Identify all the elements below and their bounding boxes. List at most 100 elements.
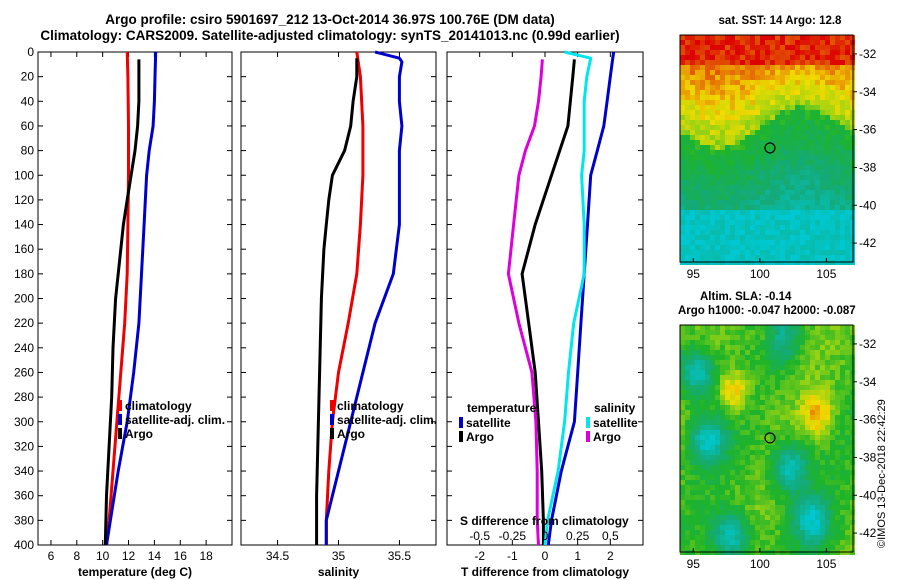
heatmap-cell [830, 180, 835, 185]
heatmap-cell [815, 215, 820, 220]
heatmap-cell [725, 180, 730, 185]
heatmap-cell [700, 435, 705, 440]
heatmap-cell [725, 215, 730, 220]
heatmap-cell [830, 40, 835, 45]
heatmap-cell [740, 220, 745, 225]
heatmap-cell [700, 540, 705, 545]
heatmap-cell [755, 125, 760, 130]
heatmap-cell [720, 115, 725, 120]
heatmap-cell [680, 250, 685, 255]
heatmap-cell [835, 75, 840, 80]
heatmap-cell [830, 250, 835, 255]
heatmap-cell [780, 525, 785, 530]
heatmap-cell [685, 455, 690, 460]
heatmap-cell [765, 250, 770, 255]
heatmap-cell [845, 360, 850, 365]
heatmap-cell [825, 115, 830, 120]
heatmap-cell [685, 200, 690, 205]
heatmap-cell [765, 330, 770, 335]
heatmap-cell [795, 110, 800, 115]
heatmap-cell [745, 425, 750, 430]
heatmap-cell [745, 455, 750, 460]
heatmap-cell [755, 45, 760, 50]
heatmap-cell [815, 230, 820, 235]
heatmap-cell [800, 515, 805, 520]
heatmap-cell [705, 470, 710, 475]
heatmap-cell [735, 475, 740, 480]
heatmap-cell [720, 80, 725, 85]
heatmap-cell [775, 325, 780, 330]
heatmap-cell [735, 195, 740, 200]
heatmap-cell [770, 400, 775, 405]
heatmap-cell [830, 540, 835, 545]
heatmap-cell [760, 110, 765, 115]
heatmap-cell [765, 105, 770, 110]
heatmap-cell [710, 85, 715, 90]
heatmap-cell [690, 35, 695, 40]
heatmap-cell [845, 545, 850, 550]
heatmap-cell [685, 110, 690, 115]
heatmap-cell [730, 155, 735, 160]
heatmap-cell [775, 80, 780, 85]
heatmap-cell [720, 335, 725, 340]
heatmap-cell [840, 355, 845, 360]
heatmap-cell [710, 510, 715, 515]
heatmap-cell [840, 200, 845, 205]
heatmap-cell [825, 90, 830, 95]
heatmap-cell [750, 505, 755, 510]
heatmap-cell [760, 200, 765, 205]
heatmap-cell [800, 535, 805, 540]
heatmap-cell [790, 445, 795, 450]
heatmap-cell [685, 545, 690, 550]
heatmap-cell [800, 150, 805, 155]
heatmap-cell [690, 100, 695, 105]
heatmap-cell [780, 205, 785, 210]
heatmap-cell [815, 205, 820, 210]
heatmap-cell [695, 355, 700, 360]
heatmap-cell [695, 485, 700, 490]
heatmap-cell [810, 380, 815, 385]
x-axis-label: temperature (deg C) [78, 565, 192, 579]
heatmap-cell [825, 515, 830, 520]
heatmap-cell [800, 35, 805, 40]
heatmap-cell [840, 495, 845, 500]
heatmap-cell [805, 35, 810, 40]
heatmap-cell [725, 405, 730, 410]
heatmap-cell [685, 35, 690, 40]
heatmap-cell [750, 175, 755, 180]
heatmap-cell [690, 435, 695, 440]
heatmap-cell [830, 385, 835, 390]
heatmap-cell [800, 395, 805, 400]
heatmap-cell [760, 140, 765, 145]
heatmap-cell [785, 115, 790, 120]
heatmap-cell [825, 55, 830, 60]
heatmap-cell [745, 170, 750, 175]
heatmap-cell [740, 335, 745, 340]
heatmap-cell [695, 450, 700, 455]
map-y-tick-label: -38 [859, 450, 877, 464]
heatmap-cell [815, 180, 820, 185]
heatmap-cell [835, 95, 840, 100]
heatmap-cell [740, 160, 745, 165]
heatmap-cell [740, 165, 745, 170]
heatmap-cell [800, 520, 805, 525]
heatmap-cell [715, 430, 720, 435]
heatmap-cell [805, 425, 810, 430]
heatmap-cell [685, 210, 690, 215]
heatmap-cell [765, 375, 770, 380]
heatmap-cell [705, 460, 710, 465]
heatmap-cell [835, 160, 840, 165]
heatmap-cell [810, 165, 815, 170]
heatmap-cell [805, 490, 810, 495]
map-y-tick-label: -34 [859, 85, 877, 99]
heatmap-cell [760, 50, 765, 55]
heatmap-cell [765, 45, 770, 50]
heatmap-cell [800, 205, 805, 210]
heatmap-cell [810, 205, 815, 210]
heatmap-cell [835, 200, 840, 205]
heatmap-cell [780, 485, 785, 490]
heatmap-cell [705, 100, 710, 105]
heatmap-cell [780, 470, 785, 475]
heatmap-cell [780, 60, 785, 65]
heatmap-cell [720, 225, 725, 230]
